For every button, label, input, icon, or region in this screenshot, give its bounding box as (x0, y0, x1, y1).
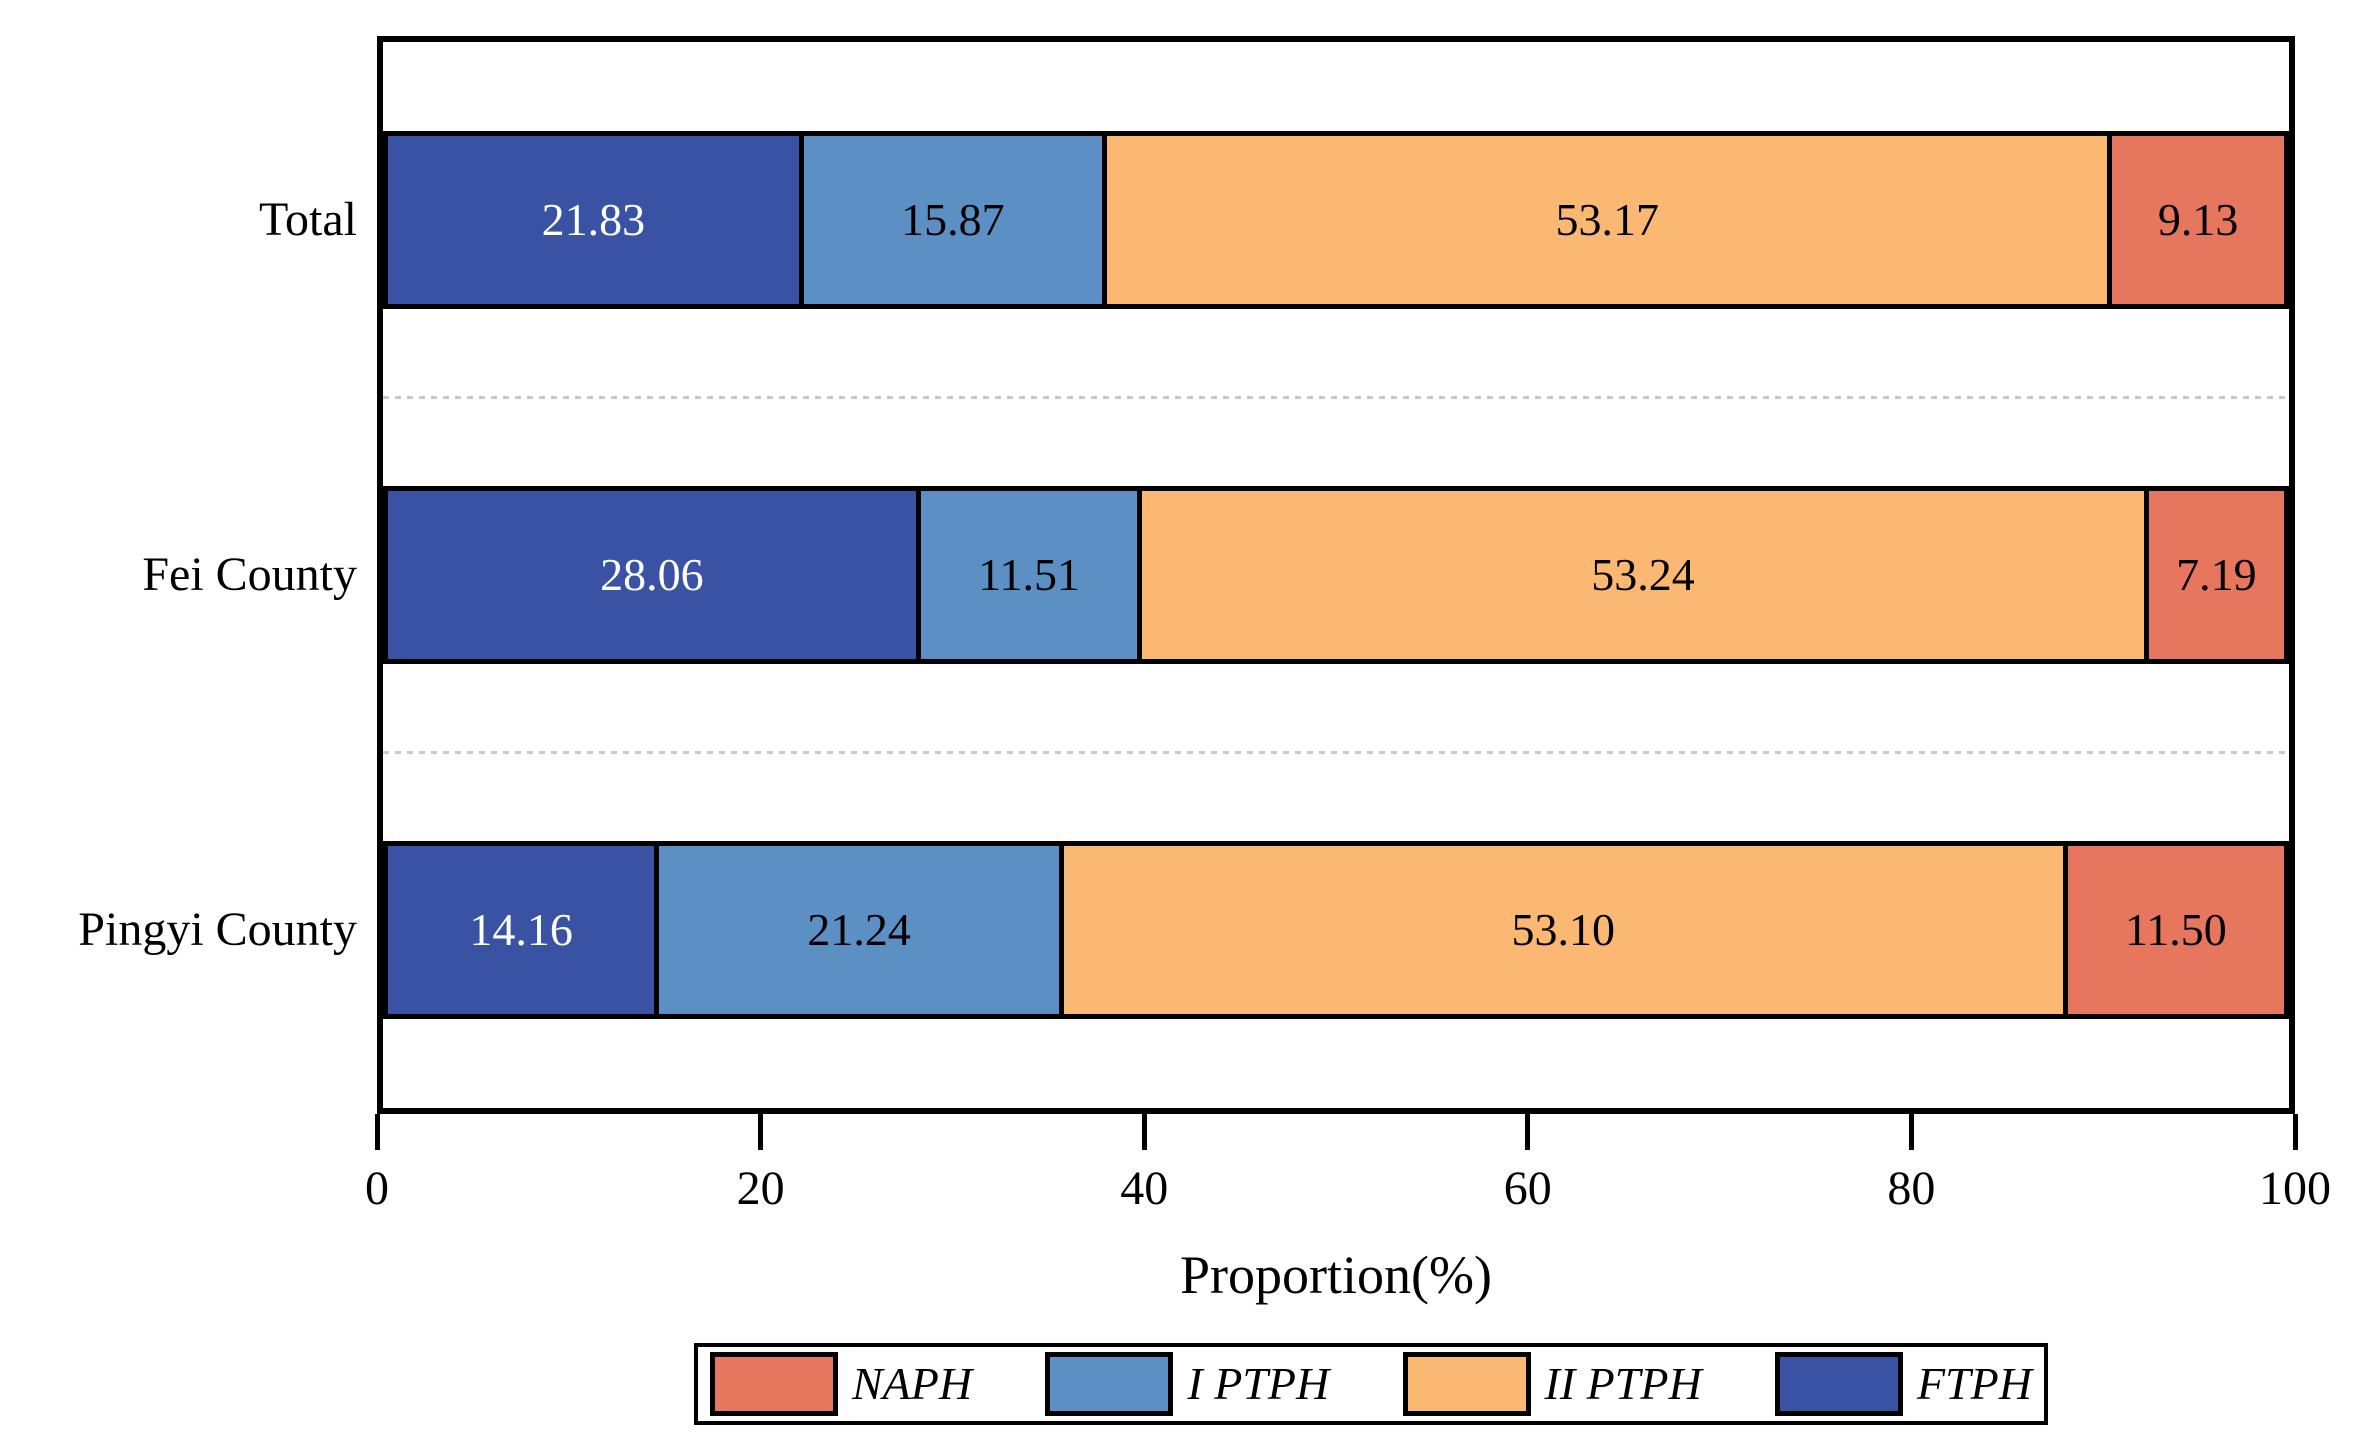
bar-segment-naph: 7.19 (2148, 491, 2284, 659)
bar-segment-ftph: 21.83 (388, 135, 804, 304)
legend-color-swatch (1774, 1352, 1903, 1416)
x-axis-tick-mark (758, 1114, 764, 1150)
legend-color-swatch (710, 1352, 838, 1416)
bar-value-label: 21.83 (541, 193, 646, 245)
category-label-fei-county: Fei County (142, 548, 357, 601)
legend-label: I PTPH (1187, 1358, 1330, 1409)
bar-row-pingyi-county: 14.16 21.24 53.10 11.50 (383, 841, 2289, 1020)
x-axis-tick-label: 80 (1887, 1162, 1936, 1215)
legend-label: FTPH (1916, 1358, 2032, 1409)
legend-entry-ii-ptph: II PTPH (1402, 1352, 1702, 1416)
bar-segment-ftph: 14.16 (388, 846, 660, 1015)
bar-value-label: 53.10 (1511, 904, 1616, 956)
bar-segment-naph: 9.13 (2112, 135, 2284, 304)
bar-segment-i-ptph: 21.24 (659, 846, 1064, 1015)
bar-segment-ii-ptph: 53.24 (1142, 491, 2149, 659)
x-axis-tick-mark (1141, 1114, 1147, 1150)
x-axis-tick-label: 60 (1503, 1162, 1552, 1215)
x-axis-tick-label: 20 (736, 1162, 785, 1215)
legend-label: II PTPH (1544, 1358, 1702, 1409)
legend-entry-ftph: FTPH (1774, 1352, 2032, 1416)
bar-value-label: 14.16 (469, 904, 573, 956)
bar-segment-ii-ptph: 53.10 (1063, 846, 2068, 1015)
bar-row-total: 21.83 15.87 53.17 9.13 (383, 130, 2289, 309)
bar-value-label: 9.13 (2157, 193, 2239, 245)
bar-value-label: 53.24 (1591, 549, 1695, 600)
x-axis-title: Proportion(%) (1180, 1245, 1492, 1305)
bar-value-label: 53.17 (1555, 193, 1659, 245)
row-separator-dashed-line (383, 751, 2289, 755)
x-axis-tick-mark (2292, 1114, 2298, 1150)
bar-value-label: 7.19 (2176, 549, 2257, 600)
legend-entry-i-ptph: I PTPH (1045, 1352, 1329, 1416)
legend-color-swatch (1402, 1352, 1531, 1416)
x-axis-tick-mark (1525, 1114, 1531, 1150)
bar-segment-i-ptph: 11.51 (920, 491, 1143, 659)
bar-value-label: 11.50 (2124, 904, 2227, 956)
x-axis-tick-label: 0 (365, 1162, 389, 1215)
bar-segment-i-ptph: 15.87 (803, 135, 1108, 304)
bar-segment-ftph: 28.06 (388, 491, 921, 659)
category-label-pingyi-county: Pingyi County (78, 903, 357, 957)
legend-entry-naph: NAPH (710, 1352, 972, 1416)
bar-row-fei-county: 28.06 11.51 53.24 7.19 (383, 486, 2289, 664)
bar-segment-ii-ptph: 53.17 (1107, 135, 2113, 304)
legend: NAPH I PTPH II PTPH FTPH (694, 1343, 2048, 1425)
bar-segment-naph: 11.50 (2067, 846, 2284, 1015)
plot-area: 21.83 15.87 53.17 9.13 28.06 11.51 53.24 7.19 14… (377, 36, 2295, 1114)
x-axis-tick-mark (1908, 1114, 1914, 1150)
bar-value-label: 28.06 (600, 549, 704, 600)
bar-value-label: 11.51 (978, 549, 1080, 600)
category-label-total: Total (259, 192, 357, 246)
row-separator-dashed-line (383, 395, 2289, 399)
bar-value-label: 15.87 (901, 193, 1005, 245)
legend-color-swatch (1045, 1352, 1174, 1416)
x-axis-tick-mark (374, 1114, 380, 1150)
x-axis-tick-label: 40 (1120, 1162, 1169, 1215)
bar-value-label: 21.24 (807, 904, 911, 956)
x-axis-tick-label: 100 (2259, 1162, 2331, 1215)
legend-label: NAPH (852, 1358, 973, 1409)
